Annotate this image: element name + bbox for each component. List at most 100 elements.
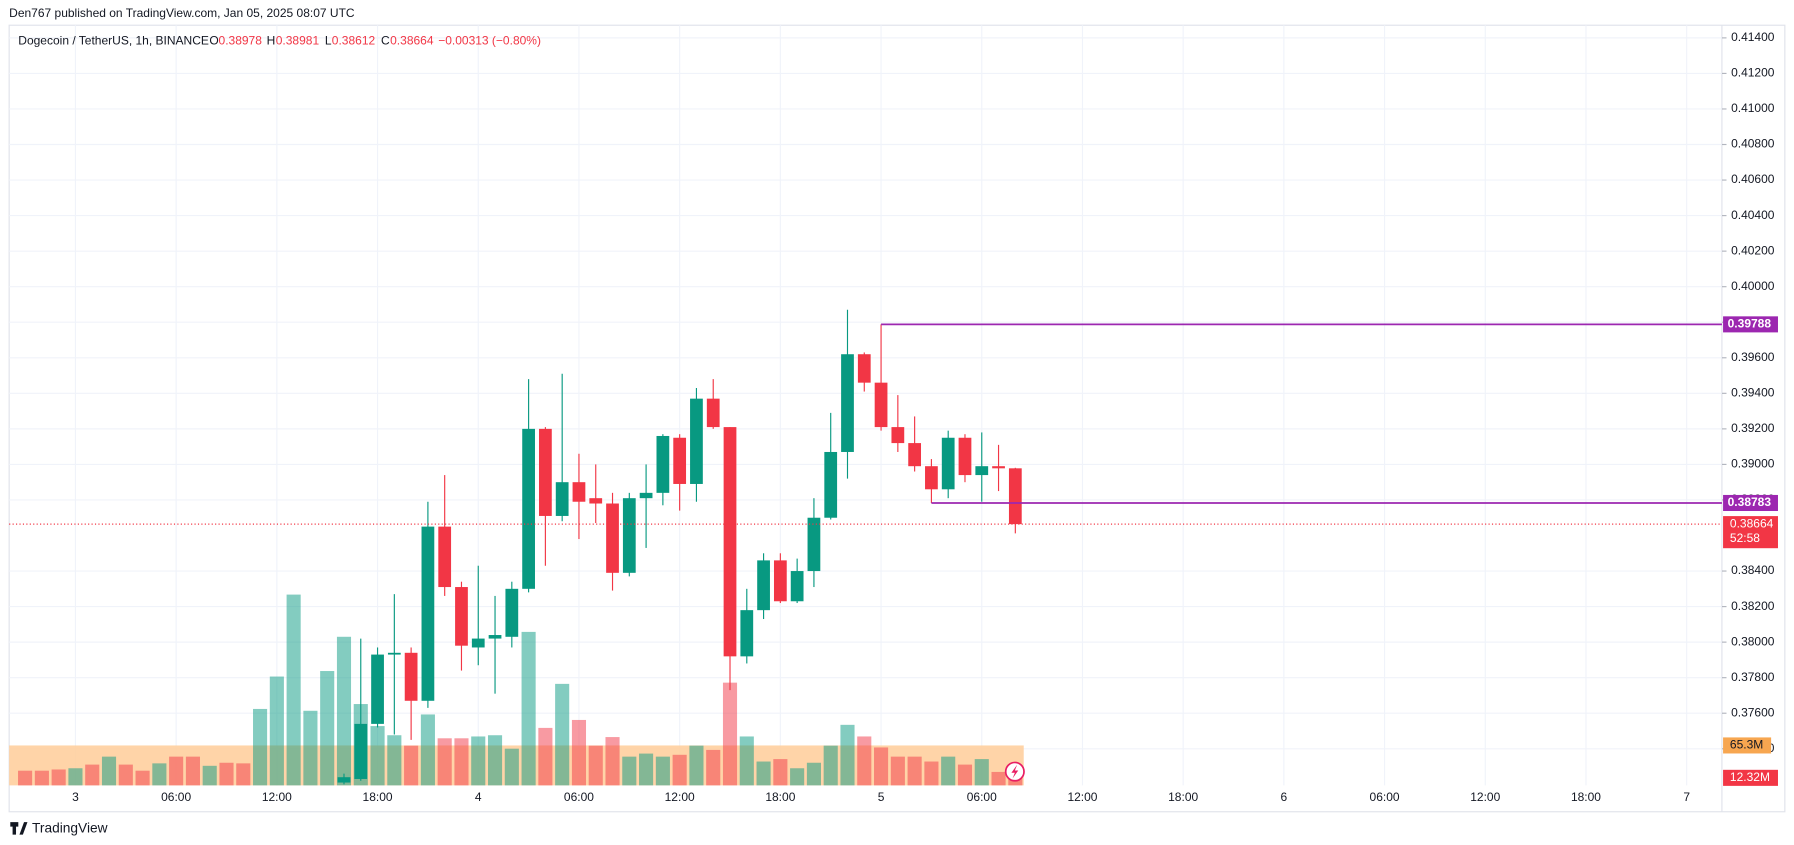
candle-body — [757, 560, 770, 611]
volume-bar — [135, 770, 150, 786]
candle-body — [589, 498, 603, 504]
candle-body — [488, 635, 502, 639]
y-tick-label: 0.39000 — [1731, 457, 1775, 471]
volume-bar — [34, 770, 49, 786]
x-tick-label: 18:00 — [765, 790, 795, 804]
level-label-bg — [1723, 316, 1778, 333]
ohlc-value: 0.38978 — [219, 33, 263, 47]
volume-bar — [756, 761, 771, 786]
candle-body — [690, 398, 703, 484]
volume-bar — [219, 762, 234, 786]
volume-bar — [202, 765, 217, 786]
x-tick-label: 18:00 — [363, 790, 393, 804]
publisher: Den767 published on TradingView.com, Jan… — [9, 6, 355, 20]
candle-body — [908, 443, 922, 467]
brand-logo — [10, 822, 28, 835]
volume-bar — [18, 770, 33, 786]
candle-body — [857, 354, 871, 383]
volume-bar — [622, 756, 637, 786]
volume-bar — [588, 745, 603, 786]
volume-bar — [169, 756, 184, 786]
candles — [337, 309, 1022, 785]
candle-body — [1008, 468, 1022, 525]
candle-body — [421, 526, 435, 701]
candle-body — [455, 587, 468, 646]
volume-bar — [555, 683, 570, 786]
volume-bar — [152, 763, 167, 786]
volume-bar — [739, 736, 754, 786]
candle-body — [656, 435, 670, 493]
frame — [8, 24, 1786, 813]
volume-ma-label: 65.3M — [1730, 738, 1763, 752]
volume-bar — [689, 745, 704, 786]
y-tick-label: 0.40400 — [1731, 208, 1775, 222]
ohlc-value: 0.38981 — [276, 33, 320, 47]
volume-bar — [655, 756, 670, 786]
candle-body — [975, 466, 989, 476]
candle-body — [723, 427, 737, 657]
candle-body — [874, 382, 888, 428]
level-label: 0.39788 — [1728, 317, 1772, 331]
candle-body — [622, 498, 636, 573]
volume-bar — [790, 768, 805, 786]
volume-bar — [874, 747, 889, 786]
volume-bar — [370, 726, 385, 786]
y-tick-label: 0.41200 — [1731, 66, 1775, 80]
x-tick-label: 3 — [72, 790, 79, 804]
candle-body — [941, 437, 955, 490]
candle-body — [471, 638, 485, 648]
candle-body — [354, 723, 368, 779]
y-tick-label: 0.39600 — [1731, 350, 1775, 364]
volume-bar — [336, 636, 352, 786]
volume-bar — [974, 759, 989, 786]
volume-bar — [51, 769, 66, 786]
candle-body — [438, 526, 452, 588]
volume-bar — [639, 753, 654, 786]
x-tick-label: 18:00 — [1571, 790, 1601, 804]
volume-bar — [806, 762, 821, 786]
candle-body — [773, 560, 787, 602]
volume-bar — [101, 756, 117, 786]
y-tick-label: 0.40000 — [1731, 279, 1775, 293]
volume-bar — [387, 735, 402, 786]
candle-body — [673, 437, 687, 484]
y-tick-label: 0.41000 — [1731, 101, 1775, 115]
volume-bar — [437, 738, 452, 786]
volume-bar — [890, 756, 905, 786]
x-tick-label: 7 — [1683, 790, 1690, 804]
y-tick-label: 0.39200 — [1731, 421, 1775, 435]
x-tick-label: 6 — [1281, 790, 1288, 804]
volume-bar — [504, 748, 519, 786]
countdown: 52:58 — [1730, 531, 1760, 545]
change: −0.00313 (−0.80%) — [438, 33, 541, 47]
volume-ma-label-bg — [1723, 737, 1772, 754]
volume-bar — [236, 763, 251, 786]
ohlc-value: 0.38664 — [390, 33, 434, 47]
y-tick-label: 0.37600 — [1731, 705, 1775, 719]
x-tick-label: 18:00 — [1168, 790, 1198, 804]
candle-body — [706, 398, 720, 428]
symbol: Dogecoin / TetherUS, 1h, BINANCE — [18, 33, 209, 47]
x-tick-label: 12:00 — [665, 790, 695, 804]
candle-body — [387, 652, 401, 655]
x-tick-label: 12:00 — [1470, 790, 1500, 804]
candle-body — [790, 571, 804, 602]
candle-body — [606, 503, 619, 573]
x-tick-label: 12:00 — [262, 790, 292, 804]
brand-name: TradingView — [32, 821, 108, 836]
volume-bar — [320, 671, 335, 786]
volume-bar — [924, 761, 939, 786]
volume-bar — [471, 736, 486, 786]
candle-body — [539, 428, 552, 516]
ohlc-letter: O — [209, 33, 218, 47]
volume-bar — [118, 764, 133, 786]
volume-bar — [957, 764, 973, 786]
volume-bar — [857, 736, 872, 786]
ohlc-letter: L — [325, 33, 332, 47]
volume-bar — [420, 714, 435, 786]
replay-icon — [1004, 761, 1025, 782]
volume-bar — [538, 727, 553, 786]
candle-body — [740, 610, 754, 657]
